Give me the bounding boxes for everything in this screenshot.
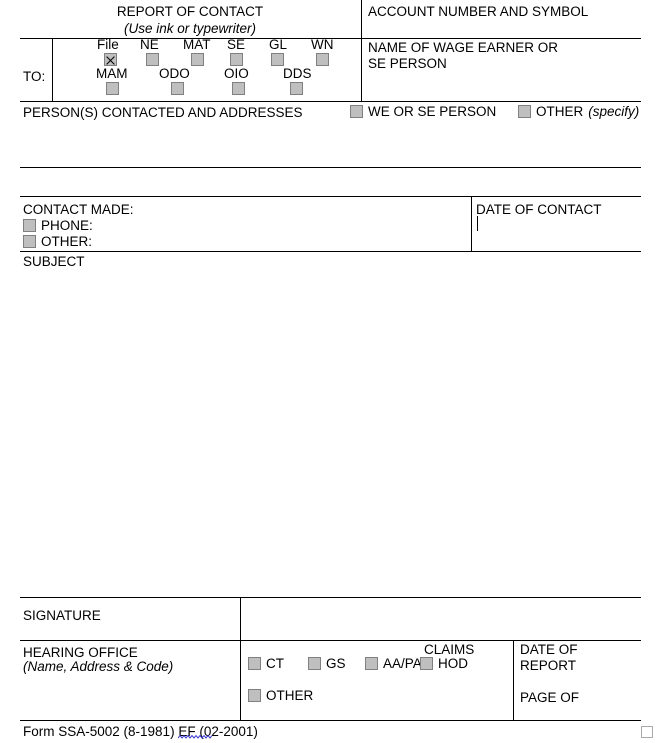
checkbox-to-file[interactable] [104, 53, 117, 66]
wage-earner-header-line2: SE PERSON [368, 56, 447, 71]
divider-header-vertical [361, 0, 362, 101]
divider-date-of-contact-vertical [471, 196, 472, 251]
checkbox-phone-label: PHONE: [41, 218, 93, 233]
checkbox-to-odo[interactable] [171, 82, 184, 95]
hearing-office-value[interactable] [23, 678, 233, 718]
divider-date-of-report-vertical [513, 640, 514, 720]
to-label-dds: DDS [283, 66, 312, 81]
checkbox-aa-pa[interactable] [365, 657, 378, 670]
account-number-header: ACCOUNT NUMBER AND SYMBOL [368, 4, 589, 19]
signature-label: SIGNATURE [23, 608, 101, 623]
checkbox-other-contact-label: OTHER: [41, 234, 93, 249]
corner-resize-handle[interactable] [641, 726, 653, 738]
checkbox-claims-other-label: OTHER [266, 688, 314, 703]
checkbox-hod-label: HOD [438, 656, 468, 671]
checkbox-to-wn[interactable] [316, 53, 329, 66]
divider-signature-bottom-left [20, 640, 241, 641]
page-of-value[interactable] [520, 705, 635, 718]
divider-hearing-office-vertical [240, 640, 241, 720]
divider-signature-vertical [240, 597, 241, 641]
divider-contact-made-top [20, 196, 641, 197]
divider-title-bottom [20, 38, 641, 39]
text-cursor [477, 216, 478, 231]
divider-signature-top [20, 597, 641, 598]
divider-signature-bottom-right [240, 640, 641, 641]
date-of-contact-label: DATE OF CONTACT [476, 202, 602, 217]
to-label-se: SE [227, 37, 246, 52]
checkbox-phone-group[interactable]: PHONE: [23, 218, 93, 234]
to-label-mat: MAT [183, 37, 211, 52]
checkbox-ct-group[interactable]: CT [248, 656, 284, 672]
divider-contact-made-bottom [20, 251, 641, 252]
checkbox-we-or-se-person-label: WE OR SE PERSON [368, 104, 497, 119]
to-label-mam: MAM [96, 66, 128, 81]
to-label-wn: WN [311, 37, 334, 52]
checkbox-gs[interactable] [308, 657, 321, 670]
hearing-office-sublabel: (Name, Address & Code) [23, 659, 174, 674]
checkbox-hod-group[interactable]: HOD [420, 656, 468, 672]
page-of-label: PAGE OF [520, 690, 580, 705]
to-label-odo: ODO [159, 66, 190, 81]
checkbox-other-specify[interactable] [518, 105, 531, 118]
checkbox-we-or-se-person-group[interactable]: WE OR SE PERSON [350, 104, 496, 120]
checkbox-ct[interactable] [248, 657, 261, 670]
checkbox-gs-label: GS [326, 656, 346, 671]
checkbox-to-mam[interactable] [106, 82, 119, 95]
subject-body-entry-area[interactable] [20, 272, 641, 597]
signature-value[interactable] [23, 624, 238, 638]
to-label-oio: OIO [224, 66, 249, 81]
checkbox-to-oio[interactable] [232, 82, 245, 95]
persons-contacted-entry-area[interactable] [20, 122, 641, 167]
checkbox-to-gl[interactable] [271, 53, 284, 66]
checkbox-to-ne[interactable] [146, 53, 159, 66]
checkbox-gs-group[interactable]: GS [308, 656, 346, 672]
checkbox-to-se[interactable] [230, 53, 243, 66]
wage-earner-header-line1: NAME OF WAGE EARNER OR [368, 40, 559, 55]
divider-to-vertical [52, 38, 53, 101]
to-label: TO: [23, 69, 46, 84]
checkbox-other-specify-group[interactable]: OTHER (specify) [518, 104, 639, 120]
checkbox-to-dds[interactable] [290, 82, 303, 95]
checkbox-other-specify-label: OTHER [536, 104, 584, 119]
subject-label: SUBJECT [23, 254, 85, 269]
checkbox-other-specify-suffix: (specify) [588, 104, 640, 119]
checkbox-claims-other[interactable] [248, 689, 261, 702]
divider-persons-bottom [20, 167, 641, 168]
checkbox-hod[interactable] [420, 657, 433, 670]
checkbox-phone[interactable] [23, 219, 36, 232]
form-title: REPORT OF CONTACT [116, 4, 264, 19]
checkbox-other-contact[interactable] [23, 235, 36, 248]
checkbox-we-or-se-person[interactable] [350, 105, 363, 118]
persons-contacted-label: PERSON(S) CONTACTED AND ADDRESSES [23, 105, 303, 120]
to-label-ne: NE [140, 37, 159, 52]
contact-made-label: CONTACT MADE: [23, 202, 134, 217]
to-label-file: File [97, 37, 119, 52]
divider-form-bottom [20, 720, 641, 721]
checkbox-claims-other-group[interactable]: OTHER [248, 688, 313, 704]
checkbox-aa-pa-group[interactable]: AA/PA [365, 656, 422, 672]
date-of-report-label-line2: REPORT [520, 658, 577, 673]
date-of-report-label-line1: DATE OF [520, 642, 578, 657]
ssa-5002-form: REPORT OF CONTACT (Use ink or typewriter… [20, 0, 641, 743]
checkbox-to-mat[interactable] [191, 53, 204, 66]
checkbox-ct-label: CT [266, 656, 284, 671]
checkbox-other-contact-group[interactable]: OTHER: [23, 234, 92, 250]
form-subtitle: (Use ink or typewriter) [123, 21, 257, 36]
divider-to-bottom [20, 101, 641, 102]
footer-form-number: Form SSA-5002 (8-1981) EF (02-2001) [23, 724, 258, 739]
to-label-gl: GL [269, 37, 288, 52]
hearing-office-label: HEARING OFFICE [23, 645, 138, 660]
claims-label: CLAIMS [424, 642, 475, 657]
checkbox-aa-pa-label: AA/PA [383, 656, 422, 671]
date-of-report-value[interactable] [520, 673, 635, 686]
spellcheck-squiggle [178, 735, 212, 739]
